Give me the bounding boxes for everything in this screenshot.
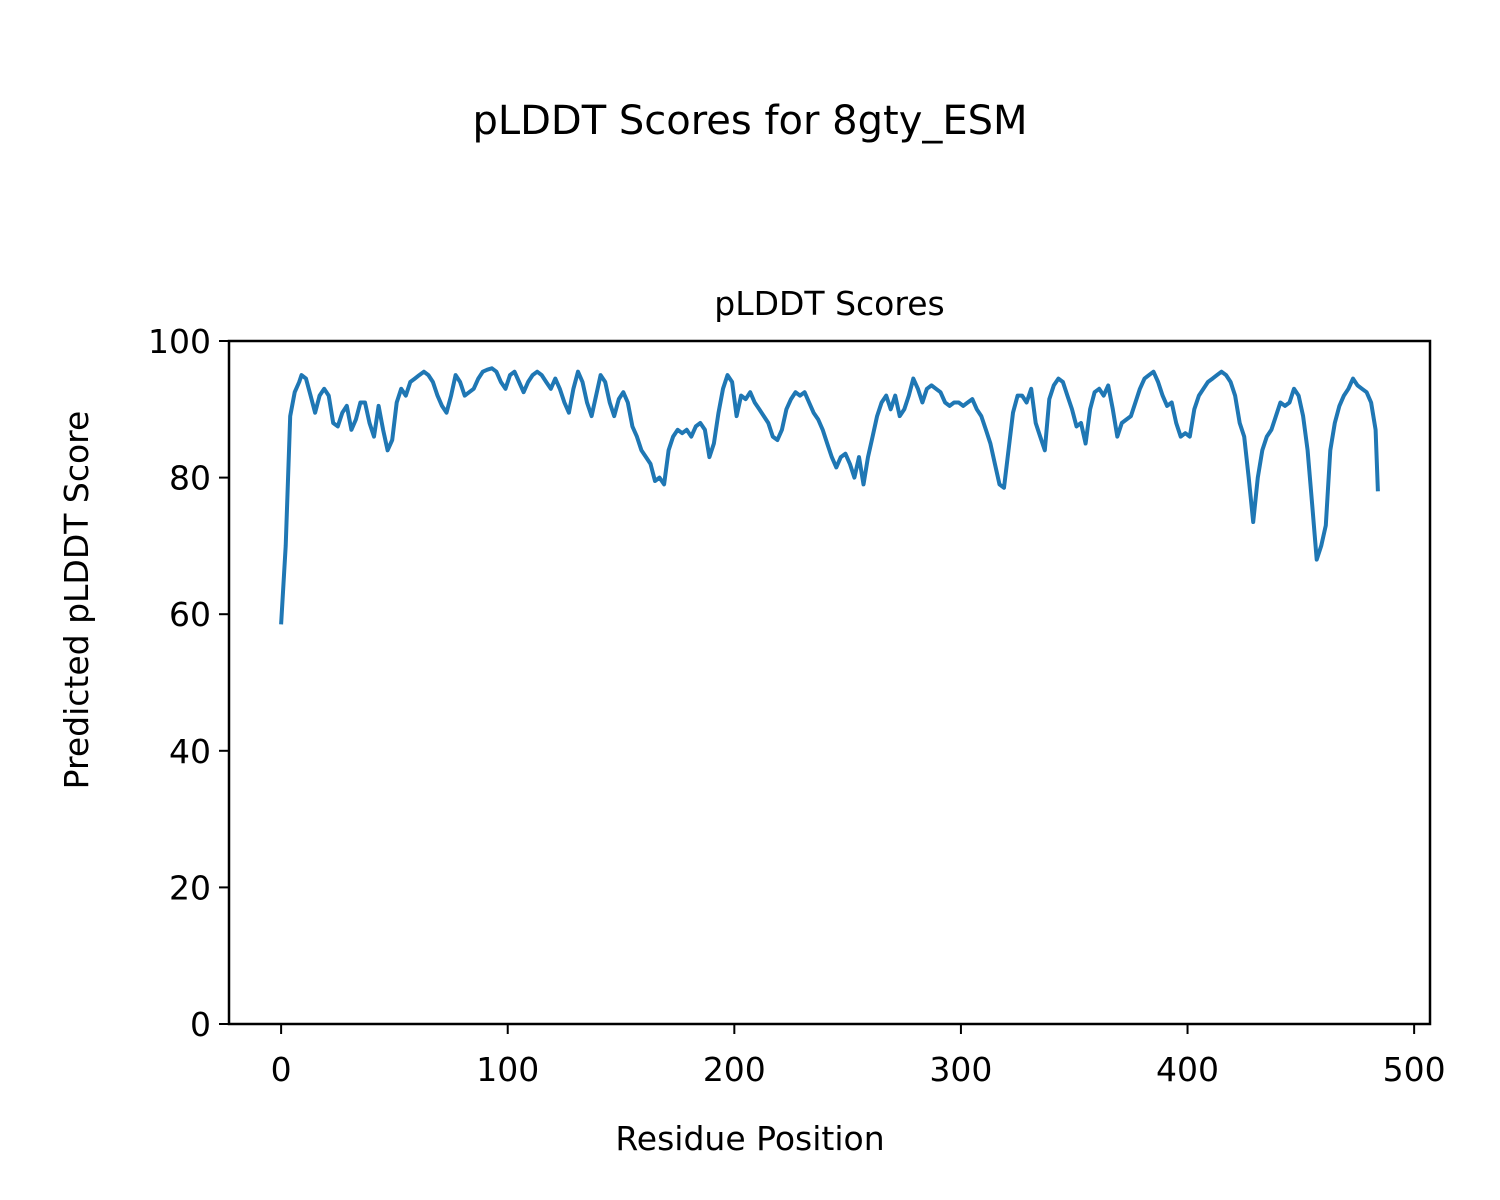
axes-frame [227, 339, 1432, 1026]
y-tick-label: 0 [190, 1005, 211, 1044]
y-tick-label: 40 [169, 732, 211, 771]
y-tick-label: 80 [169, 459, 211, 498]
y-tick-label: 100 [148, 322, 211, 361]
x-tick-label: 200 [703, 1050, 766, 1089]
axes-title: pLDDT Scores [714, 284, 944, 323]
x-tick-label: 100 [476, 1050, 539, 1089]
y-tick-label: 60 [169, 595, 211, 634]
x-tick-label: 300 [929, 1050, 992, 1089]
x-axis: 0 100 200 300 400 500 [271, 1024, 1446, 1089]
x-axis-label: Residue Position [615, 1119, 884, 1158]
y-tick-label: 20 [169, 868, 211, 907]
plot-area [279, 366, 1380, 625]
plddt-series-line [279, 366, 1380, 625]
x-tick-label: 400 [1156, 1050, 1219, 1089]
x-tick-label: 500 [1383, 1050, 1446, 1089]
y-axis: 0 20 40 60 80 100 [148, 322, 229, 1044]
x-tick-label: 0 [271, 1050, 292, 1089]
figure-title: pLDDT Scores for 8gty_ESM [472, 98, 1027, 144]
y-axis-label: Predicted pLDDT Score [57, 411, 96, 790]
